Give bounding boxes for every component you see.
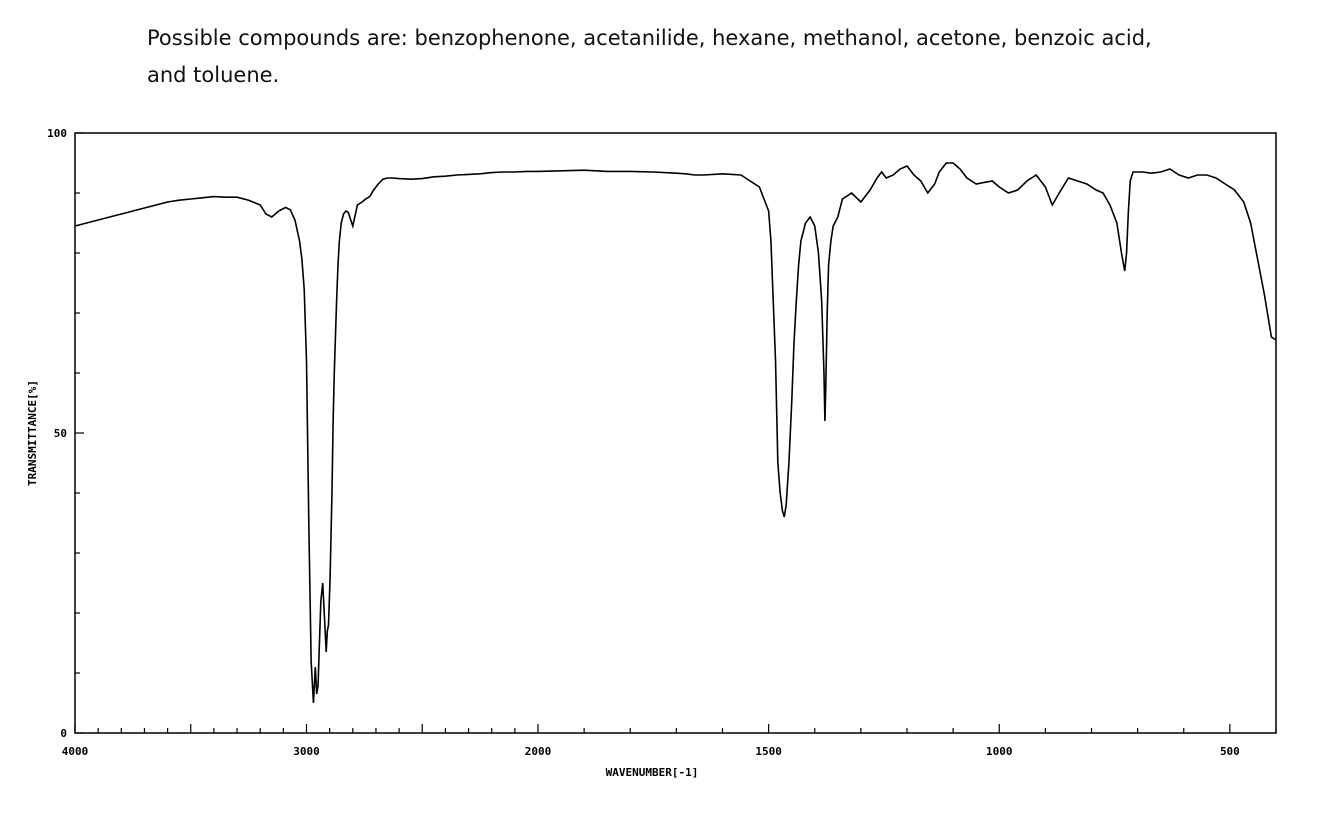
y-tick-label: 0 <box>60 727 67 740</box>
question-text: Possible compounds are: benzophenone, ac… <box>147 20 1207 94</box>
x-tick-label: 500 <box>1220 745 1240 758</box>
question-line-1: Possible compounds are: benzophenone, ac… <box>147 26 1152 50</box>
y-tick-label: 50 <box>54 427 67 440</box>
x-axis-label: WAVENUMBER[-1] <box>606 766 699 779</box>
x-tick-label: 3000 <box>293 745 320 758</box>
x-tick-label: 1000 <box>986 745 1013 758</box>
y-tick-label: 100 <box>47 127 67 140</box>
x-tick-label: 1500 <box>755 745 782 758</box>
plot-frame <box>74 132 1277 734</box>
x-tick-label: 4000 <box>62 745 89 758</box>
spectrum-line <box>74 162 1277 704</box>
y-axis-ticks: 0 50 100 <box>47 127 84 740</box>
y-axis-label: TRANSMITTANCE[%] <box>26 380 39 486</box>
x-tick-label: 2000 <box>525 745 552 758</box>
question-line-2: and toluene. <box>147 63 280 87</box>
x-axis-ticks: 4000 3000 2000 1500 1000 500 <box>62 724 1277 758</box>
